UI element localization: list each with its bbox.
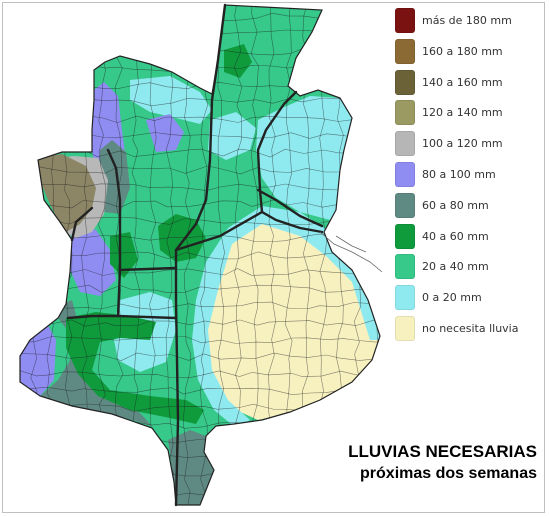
legend-item: no necesita lluvia xyxy=(395,315,545,346)
legend-item: 160 a 180 mm xyxy=(395,38,545,69)
zone-80-100mm-west xyxy=(70,222,116,296)
zone-60-80mm-patagonia xyxy=(168,430,214,505)
legend-swatch xyxy=(395,161,415,187)
border-la-pampa-north xyxy=(118,266,178,272)
map-caption: LLUVIAS NECESARIAS próximas dos semanas xyxy=(348,441,537,484)
legend-label: 0 a 20 mm xyxy=(422,291,482,305)
legend-swatch xyxy=(395,8,415,33)
legend-swatch xyxy=(395,315,415,341)
legend-label: más de 180 mm xyxy=(422,14,512,27)
zone-0-20mm-north xyxy=(256,96,356,220)
legend-label: 20 a 40 mm xyxy=(422,260,489,274)
zone-140-160mm xyxy=(38,154,96,232)
legend-item: 20 a 40 mm xyxy=(395,253,545,284)
legend: más de 180 mm 160 a 180 mm 140 a 160 mm 120… xyxy=(395,7,545,346)
border-la-pampa-west xyxy=(116,268,122,318)
border-mendoza-sanluis xyxy=(70,206,94,242)
legend-swatch xyxy=(395,223,415,249)
border-sanluis-cordoba xyxy=(106,148,122,272)
border-santafe-entrerios xyxy=(256,90,298,214)
legend-swatch xyxy=(395,38,415,64)
legend-item: más de 180 mm xyxy=(395,7,545,38)
legend-label: no necesita lluvia xyxy=(422,321,519,335)
caption-subtitle: próximas dos semanas xyxy=(360,465,537,482)
legend-item: 0 a 20 mm xyxy=(395,284,545,315)
river-delta-lines xyxy=(319,231,383,273)
legend-item: 140 a 160 mm xyxy=(395,69,545,100)
legend-label: 80 a 100 mm xyxy=(422,167,496,181)
border-buenos-aires-west xyxy=(174,210,324,507)
legend-swatch xyxy=(395,254,415,280)
legend-label: 160 a 180 mm xyxy=(422,44,503,58)
legend-swatch xyxy=(395,69,415,95)
legend-item: 120 a 140 mm xyxy=(395,99,545,130)
legend-swatch xyxy=(395,192,415,218)
legend-swatch xyxy=(395,131,415,157)
legend-item: 40 a 60 mm xyxy=(395,223,545,254)
legend-label: 100 a 120 mm xyxy=(422,137,503,151)
legend-label: 60 a 80 mm xyxy=(422,198,489,212)
legend-item: 80 a 100 mm xyxy=(395,161,545,192)
border-entrerios-south xyxy=(256,188,324,228)
legend-swatch xyxy=(395,285,415,311)
zone-40-60mm-north xyxy=(224,44,252,78)
zone-40-60mm xyxy=(66,312,204,424)
legend-label: 120 a 140 mm xyxy=(422,106,503,120)
zone-60-80mm xyxy=(40,300,152,426)
legend-label: 140 a 160 mm xyxy=(422,75,503,89)
legend-label: 40 a 60 mm xyxy=(422,229,489,243)
border-rionegro-north xyxy=(66,314,178,320)
legend-swatch xyxy=(395,100,415,126)
legend-item: 60 a 80 mm xyxy=(395,192,545,223)
legend-item: 100 a 120 mm xyxy=(395,130,545,161)
caption-title: LLUVIAS NECESARIAS xyxy=(348,442,537,461)
map-frame xyxy=(2,2,545,513)
